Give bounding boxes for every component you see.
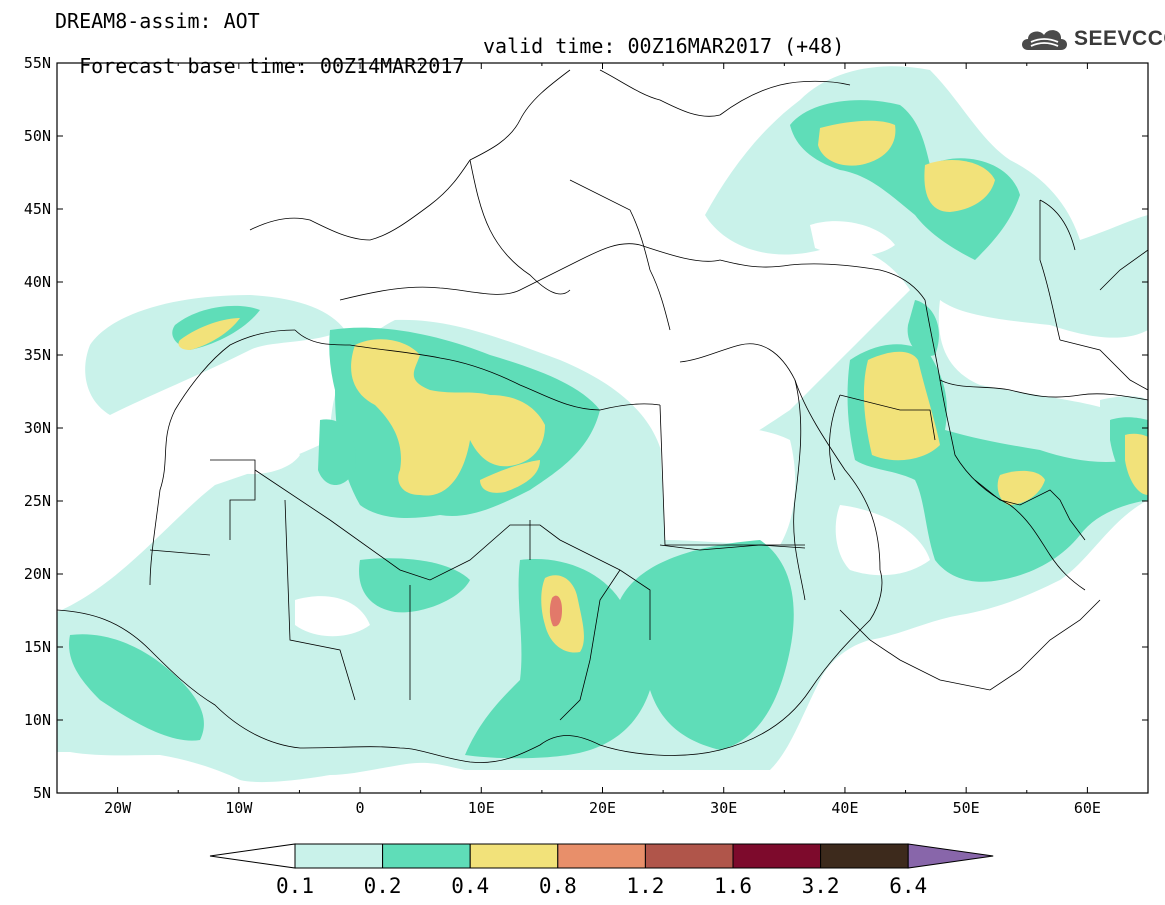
lat-label: 40N — [24, 273, 51, 291]
lat-label: 45N — [24, 200, 51, 218]
map-title: DREAM8-assim: AOT — [55, 9, 260, 33]
lat-label: 5N — [33, 784, 51, 802]
colorbar-label: 0.8 — [539, 874, 577, 898]
lat-label: 20N — [24, 565, 51, 583]
colorbar-label: 1.2 — [626, 874, 664, 898]
aot-colorbar: 0.1 0.2 0.4 0.8 1.2 1.6 3.2 6.4 — [209, 843, 994, 898]
aot-region-very-high — [549, 595, 562, 627]
colorbar-segment — [382, 843, 471, 869]
lat-label: 15N — [24, 638, 51, 656]
valid-time: valid time: 00Z16MAR2017 (+48) — [483, 34, 845, 58]
lat-label: 30N — [24, 419, 51, 437]
colorbar-label: 0.1 — [276, 874, 314, 898]
colorbar-segment — [732, 843, 822, 869]
colorbar-segment — [557, 843, 646, 869]
aot-region-high — [178, 120, 1148, 653]
colorbar-segment — [294, 843, 384, 869]
logo-text: SEEVCCC — [1074, 27, 1165, 50]
lon-label: 40E — [831, 799, 858, 817]
lat-label: 25N — [24, 492, 51, 510]
colorbar-over-triangle — [907, 843, 994, 869]
aot-region-clear — [221, 178, 1148, 793]
colorbar-label: 3.2 — [802, 874, 840, 898]
country-borders — [57, 69, 1148, 763]
lat-label: 10N — [24, 711, 51, 729]
lon-label: 10E — [468, 799, 495, 817]
forecast-base-time: Forecast base time: 00Z14MAR2017 — [79, 54, 465, 78]
lat-label: 55N — [24, 54, 51, 72]
lon-label: 20E — [589, 799, 616, 817]
colorbar-segment — [469, 843, 559, 869]
cloud-icon — [1022, 30, 1067, 50]
lat-label: 50N — [24, 127, 51, 145]
lon-label: 0 — [356, 799, 365, 817]
lon-label: 30E — [710, 799, 737, 817]
colorbar-under-triangle — [209, 843, 296, 869]
lon-label: 10W — [225, 799, 253, 817]
forecast-time-line: Forecast base time: 00Z14MAR2017 valid t… — [55, 36, 844, 96]
colorbar-label: 6.4 — [889, 874, 927, 898]
lon-label: 50E — [953, 799, 980, 817]
colorbar-segment — [820, 843, 909, 869]
colorbar-label: 1.6 — [714, 874, 752, 898]
lon-label: 60E — [1074, 799, 1101, 817]
colorbar-segment — [644, 843, 734, 869]
lon-label: 20W — [104, 799, 132, 817]
colorbar-label: 0.4 — [451, 874, 489, 898]
seevccc-logo: SEEVCCC — [1018, 24, 1165, 54]
colorbar-label: 0.2 — [364, 874, 402, 898]
lat-label: 35N — [24, 346, 51, 364]
longitude-axis: 20W 10W 0 10E 20E 30E 40E 50E 60E — [56, 63, 1149, 817]
latitude-axis: 55N 50N 45N 40N 35N 30N 25N 20N 15N 10N 5N — [24, 54, 1148, 802]
